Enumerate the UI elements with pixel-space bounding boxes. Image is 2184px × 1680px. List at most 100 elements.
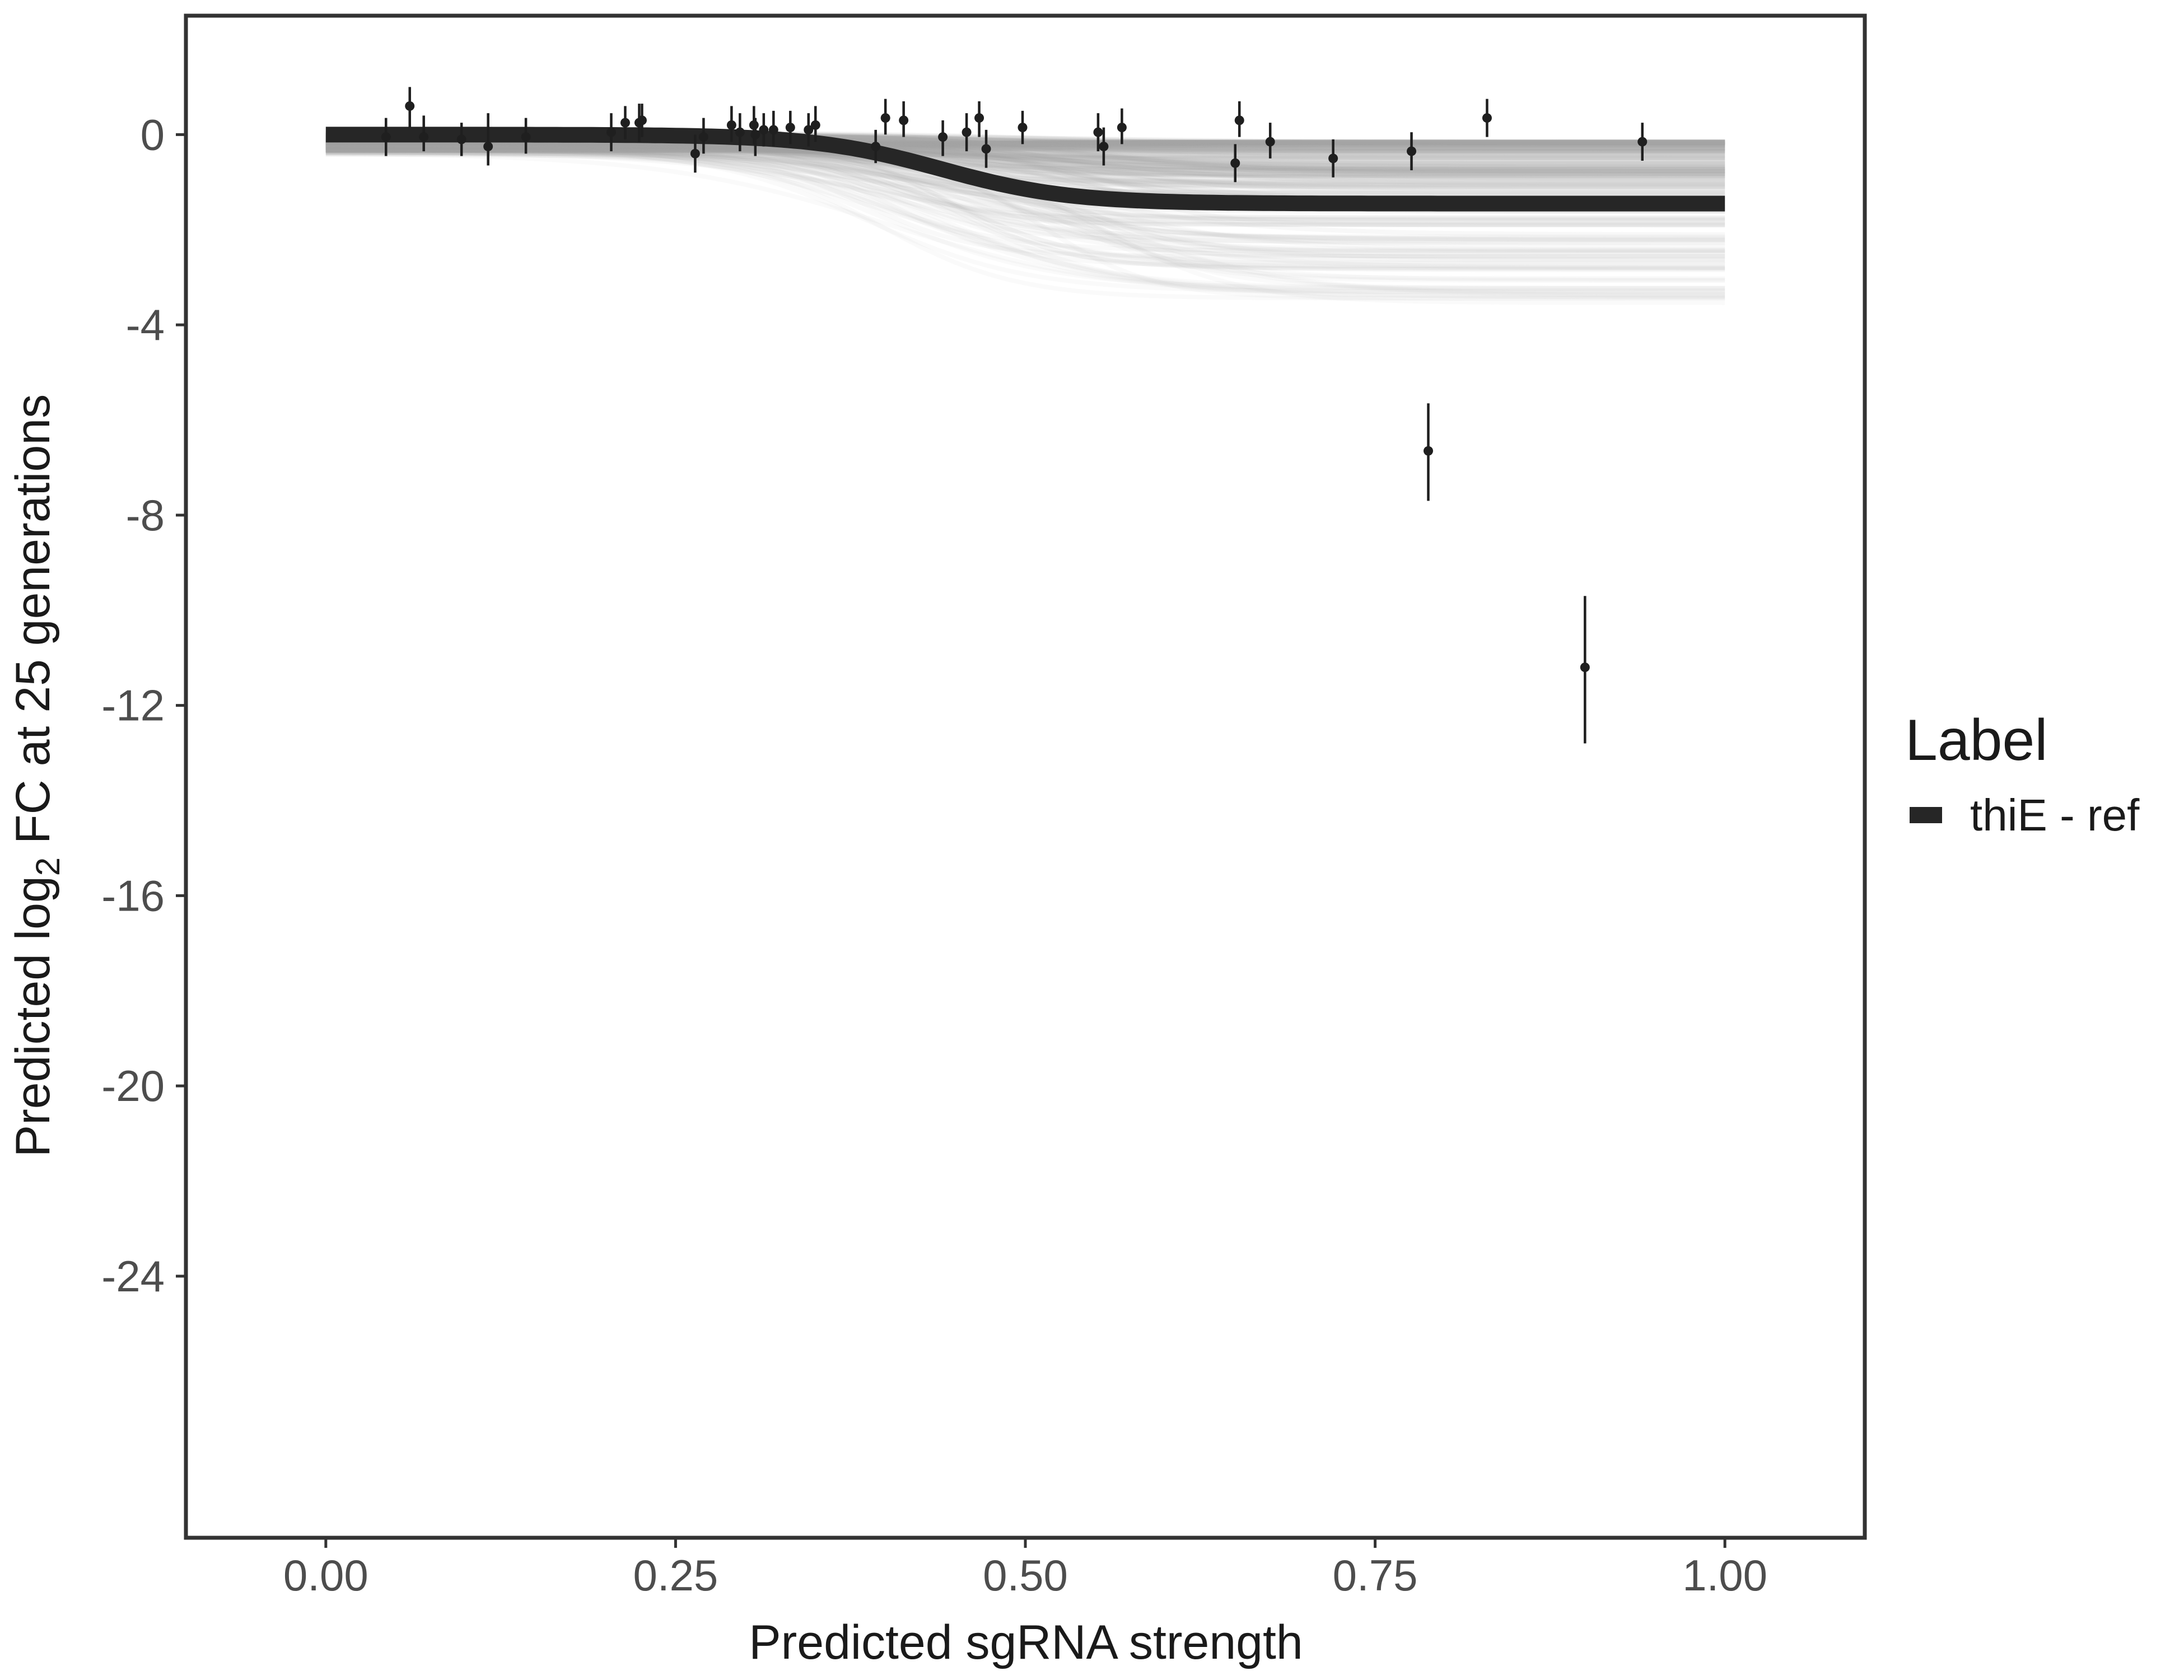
fit-curve-layer bbox=[325, 127, 1725, 212]
posterior-draw bbox=[325, 142, 1725, 300]
posterior-draw bbox=[325, 145, 1725, 245]
posterior-draw bbox=[325, 139, 1725, 150]
x-tick-label: 0.50 bbox=[983, 1551, 1068, 1600]
x-tick-label: 1.00 bbox=[1682, 1551, 1767, 1600]
data-point bbox=[483, 142, 493, 152]
posterior-draw bbox=[325, 145, 1725, 178]
posterior-draw bbox=[325, 139, 1725, 149]
posterior-draw bbox=[325, 140, 1725, 150]
posterior-draw bbox=[325, 148, 1725, 170]
posterior-draw bbox=[325, 141, 1725, 148]
data-point bbox=[804, 125, 814, 135]
posterior-draw bbox=[325, 145, 1725, 167]
data-point bbox=[810, 120, 820, 130]
posterior-draw bbox=[325, 139, 1725, 147]
y-axis-title: Predicted log2 FC at 25 generations bbox=[6, 394, 67, 1157]
posterior-draw bbox=[325, 142, 1725, 154]
data-point bbox=[1099, 142, 1109, 152]
posterior-draw bbox=[325, 152, 1725, 301]
posterior-draw bbox=[325, 139, 1725, 147]
data-point bbox=[1580, 662, 1590, 673]
posterior-draw bbox=[325, 141, 1725, 223]
posterior-draw bbox=[325, 144, 1725, 273]
y-tick-label: -12 bbox=[101, 681, 165, 730]
x-tick-label: 0.25 bbox=[633, 1551, 718, 1600]
posterior-draw bbox=[325, 143, 1725, 227]
data-point bbox=[1265, 137, 1275, 147]
posterior-draw bbox=[325, 143, 1725, 198]
data-point bbox=[962, 127, 972, 137]
posterior-draw bbox=[325, 142, 1725, 297]
data-point bbox=[1230, 158, 1240, 168]
data-point bbox=[1424, 446, 1434, 456]
posterior-draw bbox=[325, 142, 1725, 150]
data-point bbox=[726, 120, 736, 130]
data-point bbox=[735, 127, 745, 137]
posterior-draw bbox=[325, 142, 1725, 161]
data-point bbox=[620, 118, 630, 128]
posterior-draw bbox=[325, 142, 1725, 150]
posterior-draw bbox=[325, 141, 1725, 147]
posterior-draw bbox=[325, 144, 1725, 165]
posterior-draw bbox=[325, 147, 1725, 169]
data-point bbox=[1018, 123, 1028, 133]
posterior-draw bbox=[325, 141, 1725, 153]
data-point bbox=[759, 125, 769, 135]
data-point bbox=[899, 115, 909, 125]
data-point bbox=[1117, 123, 1127, 133]
posterior-draw bbox=[325, 147, 1725, 160]
posterior-draw bbox=[325, 143, 1725, 272]
data-point bbox=[606, 127, 616, 137]
legend: Label thiE - ref bbox=[1905, 708, 2140, 840]
data-point bbox=[1093, 127, 1103, 137]
posterior-draw bbox=[325, 139, 1725, 147]
posterior-draw bbox=[325, 142, 1725, 220]
posterior-draw bbox=[325, 148, 1725, 171]
data-point bbox=[749, 120, 759, 130]
posterior-draw bbox=[325, 142, 1725, 178]
posterior-draw bbox=[325, 141, 1725, 150]
posterior-draw bbox=[325, 148, 1725, 160]
data-point bbox=[1637, 137, 1648, 147]
posterior-draw bbox=[325, 147, 1725, 197]
data-point bbox=[880, 113, 890, 123]
data-point bbox=[871, 142, 881, 152]
posterior-draw bbox=[325, 151, 1725, 242]
posterior-draw bbox=[325, 139, 1725, 146]
data-point bbox=[405, 101, 415, 111]
posterior-draw bbox=[325, 139, 1725, 146]
posterior-draw bbox=[325, 147, 1725, 270]
data-point bbox=[456, 134, 466, 144]
legend-title: Label bbox=[1905, 708, 2047, 773]
posterior-draw bbox=[325, 150, 1725, 220]
posterior-draw bbox=[325, 139, 1725, 151]
posterior-draw bbox=[325, 140, 1725, 189]
posterior-draw bbox=[325, 142, 1725, 180]
data-point bbox=[1234, 115, 1244, 125]
posterior-draw bbox=[325, 142, 1725, 184]
posterior-draw bbox=[325, 139, 1725, 147]
posterior-draw bbox=[325, 147, 1725, 282]
posterior-draw bbox=[325, 151, 1725, 259]
posterior-draw bbox=[325, 151, 1725, 270]
y-tick-label: -8 bbox=[126, 491, 165, 540]
y-tick-label: 0 bbox=[141, 110, 165, 159]
posterior-draw bbox=[325, 149, 1725, 189]
data-point bbox=[637, 115, 647, 125]
posterior-draw bbox=[325, 146, 1725, 191]
posterior-draw bbox=[325, 141, 1725, 259]
posterior-draw bbox=[325, 143, 1725, 152]
posterior-draw bbox=[325, 148, 1725, 179]
posterior-draw bbox=[325, 151, 1725, 299]
posterior-draw bbox=[325, 148, 1725, 158]
posterior-draw bbox=[325, 144, 1725, 186]
posterior-draw bbox=[325, 151, 1725, 298]
posterior-draw bbox=[325, 142, 1725, 181]
posterior-draw bbox=[325, 145, 1725, 174]
posterior-draw bbox=[325, 142, 1725, 175]
posterior-draw bbox=[325, 144, 1725, 162]
posterior-draw bbox=[325, 141, 1725, 239]
x-axis: 0.00 0.25 0.50 0.75 1.00 bbox=[283, 1538, 1767, 1600]
